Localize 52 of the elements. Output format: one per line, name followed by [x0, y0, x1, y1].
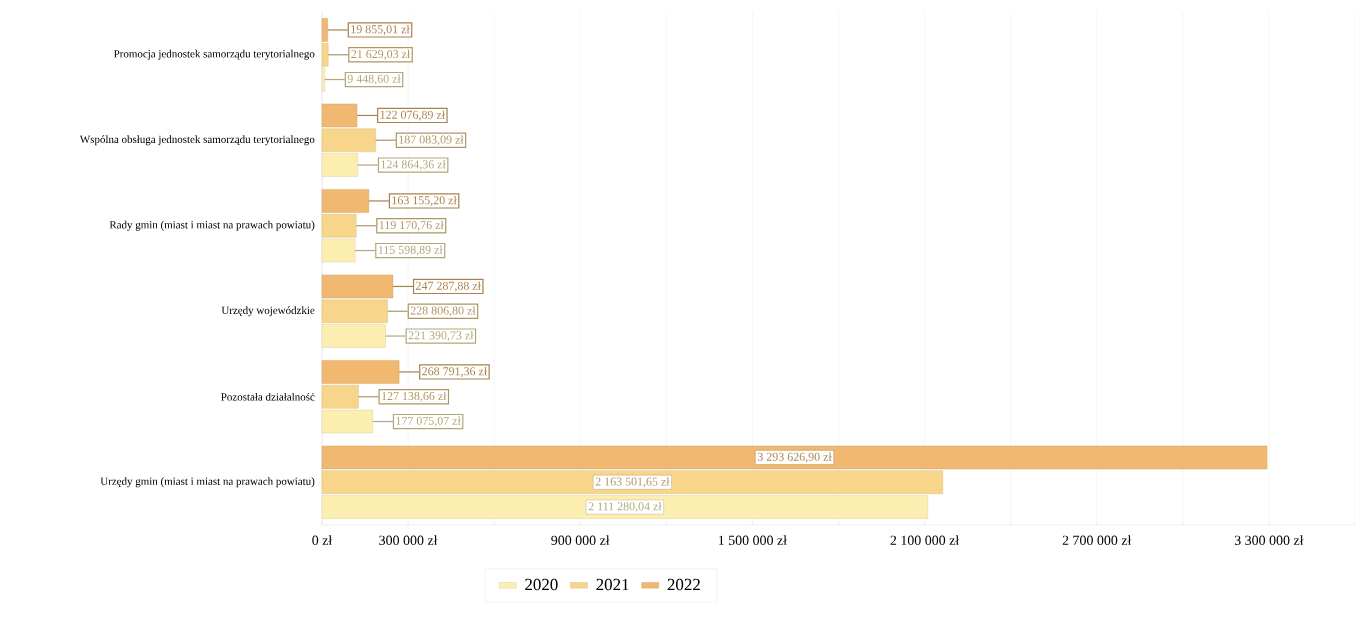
bar	[321, 103, 358, 128]
bar	[321, 214, 357, 238]
bar	[321, 385, 359, 409]
data-label: 124 864,36 zł	[381, 159, 446, 171]
bar	[321, 409, 373, 434]
bar	[321, 67, 325, 92]
data-label: 2 163 501,65 zł	[595, 477, 670, 488]
bar	[321, 299, 388, 323]
data-label: 177 075,07 zł	[396, 416, 461, 427]
y-tick-label: Wspólna obsługa jednostek samorządu terytorialnego	[79, 135, 315, 146]
bar	[321, 189, 370, 213]
y-tick-label: Rady gmin (miast i miast na prawach powiatu)	[109, 220, 315, 231]
bar	[321, 238, 356, 263]
bar	[321, 128, 376, 152]
data-label: 127 138,66 zł	[382, 391, 447, 402]
y-tick-label: Pozostała działalność	[221, 392, 315, 401]
bar	[321, 153, 359, 177]
legend-label: 2021	[596, 578, 629, 591]
data-label: 119 170,76 zł	[379, 220, 444, 231]
data-label: 115 598,89 zł	[378, 245, 443, 256]
legend-label: 2020	[525, 578, 558, 591]
x-tick-label: 1 500 000 zł	[718, 535, 787, 545]
data-label: 21 629,03 zł	[351, 49, 411, 60]
data-label: 3 293 626,90 zł	[757, 452, 832, 463]
data-label: 221 390,73 zł	[408, 330, 474, 342]
data-label: 2 111 280,04 zł	[588, 501, 662, 513]
bar	[321, 360, 400, 384]
x-tick-label: 2 100 000 zł	[890, 535, 960, 545]
data-label: 228 806,80 zł	[410, 306, 476, 317]
x-tick-label: 900 000 zł	[551, 535, 610, 545]
x-tick-label: 300 000 zł	[379, 535, 438, 545]
data-label: 19 855,01 zł	[351, 24, 410, 36]
bar	[321, 495, 928, 519]
data-label: 187 083,09 zł	[399, 135, 464, 146]
y-tick-label: Urzędy gmin (miast i miast na prawach powiatu)	[100, 477, 315, 488]
bar	[321, 18, 328, 42]
legend-label: 2022	[667, 578, 700, 591]
data-label: 122 076,89 zł	[380, 110, 445, 121]
y-tick-label: Promocja jednostek samorządu terytorialnego	[113, 49, 315, 60]
data-label: 163 155,20 zł	[392, 195, 457, 207]
bar	[321, 324, 386, 348]
data-label: 9 448,60 zł	[347, 74, 401, 85]
y-tick-label: Urzędy wojewódzkie	[221, 306, 315, 317]
data-label: 247 287,88 zł	[416, 281, 481, 292]
bar	[321, 43, 329, 67]
x-tick-label: 0 zł	[312, 535, 333, 545]
x-tick-label: 2 700 000 zł	[1062, 535, 1132, 545]
bar	[321, 470, 943, 494]
bar	[321, 445, 1268, 470]
x-tick-label: 3 300 000 zł	[1234, 535, 1304, 545]
data-label: 268 791,36 zł	[422, 366, 488, 378]
bar	[321, 274, 394, 299]
